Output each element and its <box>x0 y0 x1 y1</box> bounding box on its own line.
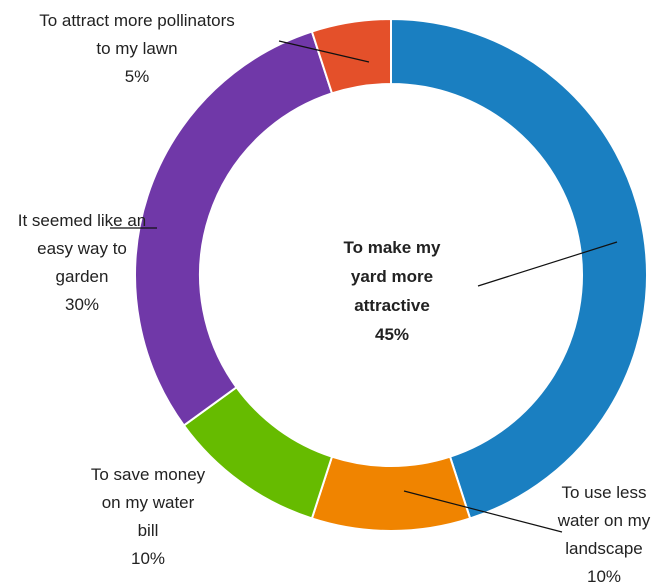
slice-labels-group: To make my yard more attractive 45% To use l… <box>18 11 651 583</box>
slice-label-line: To make my <box>343 238 441 257</box>
slice-percent: 10% <box>587 567 621 583</box>
slice-label-line: To attract more pollinators <box>39 11 235 30</box>
leader-lines-group <box>110 40 618 533</box>
slice-label-2: To use less water on my landscape 10% <box>557 483 651 583</box>
slice-label-line: landscape <box>565 539 643 558</box>
slice-label-line: To use less <box>561 483 646 502</box>
slice-label-line: to my lawn <box>96 39 177 58</box>
slice-label-line: yard more <box>351 267 433 286</box>
slice-to-make-my-yard-more-attractive <box>390 17 648 520</box>
slices-group <box>134 17 648 532</box>
leader-line-1 <box>477 241 618 287</box>
slice-percent: 10% <box>131 549 165 568</box>
slice-percent: 5% <box>125 67 150 86</box>
slice-label-line: water on my <box>557 511 651 530</box>
slice-label-1: To make my yard more attractive 45% <box>343 238 441 344</box>
slice-label-line: on my water <box>102 493 195 512</box>
slice-label-line: garden <box>56 267 109 286</box>
slice-label-line: attractive <box>354 296 430 315</box>
slice-to-attract-more-pollinators-to-my-lawn <box>310 17 392 95</box>
slice-percent: 30% <box>65 295 99 314</box>
slice-label-line: easy way to <box>37 239 127 258</box>
slice-label-5: To attract more pollinators to my lawn 5% <box>39 11 235 86</box>
leader-line-5 <box>278 40 370 63</box>
slice-label-line: It seemed like an <box>18 211 147 230</box>
slice-label-line: bill <box>138 521 159 540</box>
slice-label-line: To save money <box>91 465 206 484</box>
slice-to-use-less-water-on-my-landscape <box>310 455 472 532</box>
slice-percent: 45% <box>375 325 409 344</box>
slice-it-seemed-like-an-easy-way-to-garden <box>134 30 334 427</box>
slice-label-4: It seemed like an easy way to garden 30% <box>18 211 147 314</box>
leader-line-2 <box>403 490 563 533</box>
slice-label-3: To save money on my water bill 10% <box>91 465 206 568</box>
